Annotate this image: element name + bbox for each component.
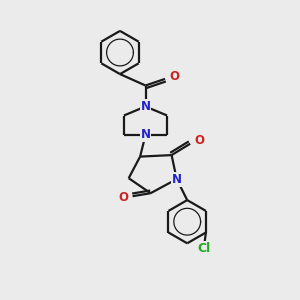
Text: N: N (172, 172, 182, 186)
Text: O: O (194, 134, 204, 147)
Text: Cl: Cl (198, 242, 211, 255)
Text: O: O (118, 191, 129, 204)
Text: O: O (169, 70, 180, 83)
Text: N: N (140, 100, 151, 113)
Text: N: N (140, 128, 151, 142)
